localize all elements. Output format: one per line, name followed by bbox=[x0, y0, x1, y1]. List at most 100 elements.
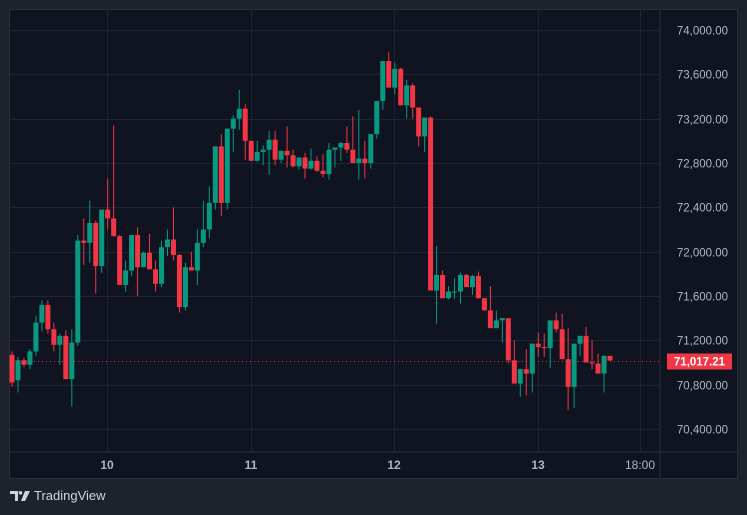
candle-body-up bbox=[434, 274, 440, 291]
candle-body-down bbox=[505, 318, 511, 361]
candle-body-up bbox=[469, 276, 475, 288]
candle-body-up bbox=[27, 351, 33, 365]
candle-body-down bbox=[475, 276, 481, 299]
last-price-badge bbox=[667, 353, 732, 370]
time-axis-label: 13 bbox=[531, 458, 545, 472]
candle-body-down bbox=[218, 146, 224, 203]
tradingview-logo[interactable]: TradingView bbox=[10, 488, 106, 503]
candle-body-down bbox=[117, 236, 123, 285]
candle-body-down bbox=[81, 240, 87, 243]
candle-body-up bbox=[380, 61, 386, 101]
candle-body-down bbox=[553, 320, 559, 330]
candle-body-up bbox=[308, 160, 314, 169]
candle-body-up bbox=[446, 291, 452, 299]
candle-body-up bbox=[266, 139, 272, 150]
candle-body-down bbox=[93, 222, 99, 267]
candle-body-up bbox=[326, 149, 332, 175]
candle-body-down bbox=[463, 274, 469, 288]
candle-body-down bbox=[350, 149, 356, 163]
candle-body-down bbox=[147, 252, 153, 270]
candle-body-down bbox=[284, 150, 290, 156]
candle-body-up bbox=[374, 100, 380, 135]
price-axis-label: 71,200.00 bbox=[677, 336, 728, 348]
price-axis-label: 71,600.00 bbox=[677, 292, 728, 304]
candle-body-down bbox=[9, 354, 15, 383]
price-axis-label: 73,600.00 bbox=[677, 70, 728, 82]
candle-body-down bbox=[105, 209, 111, 219]
candle-body-up bbox=[99, 209, 105, 267]
candle-body-up bbox=[224, 128, 230, 203]
candle-body-down bbox=[314, 160, 320, 171]
candle-body-down bbox=[583, 335, 589, 363]
candle-body-up bbox=[296, 157, 302, 167]
candle-body-up bbox=[123, 270, 129, 285]
candle-body-down bbox=[481, 298, 487, 311]
candle-body-up bbox=[141, 252, 147, 268]
candle-body-down bbox=[248, 140, 254, 161]
candle-body-up bbox=[236, 108, 242, 119]
candle-body-down bbox=[63, 335, 69, 380]
candle-body-up bbox=[422, 117, 428, 137]
candle-body-up bbox=[15, 360, 21, 381]
candle-body-down bbox=[302, 157, 308, 169]
candle-body-down bbox=[487, 310, 493, 329]
candle-body-up bbox=[577, 335, 583, 344]
time-axis-label: 12 bbox=[387, 458, 401, 472]
candle-body-up bbox=[260, 149, 266, 152]
candle-body-up bbox=[452, 291, 458, 293]
price-axis-label: 74,000.00 bbox=[677, 26, 728, 38]
price-axis-label: 72,400.00 bbox=[677, 203, 728, 215]
candle-body-down bbox=[176, 254, 182, 308]
candle-body-down bbox=[45, 304, 51, 330]
candle-body-up bbox=[87, 222, 93, 243]
candle-body-down bbox=[111, 218, 117, 237]
candle-body-up bbox=[75, 240, 81, 343]
candle-body-up bbox=[33, 322, 39, 352]
candle-body-up bbox=[368, 134, 374, 163]
candle-body-down bbox=[559, 329, 565, 360]
candle-body-up bbox=[571, 343, 577, 387]
candle-body-down bbox=[242, 108, 248, 141]
price-axis-label: 70,800.00 bbox=[677, 381, 728, 393]
price-axis-label: 72,000.00 bbox=[677, 248, 728, 260]
candle-body-up bbox=[69, 342, 75, 380]
candle-body-down bbox=[170, 239, 176, 255]
candle-body-up bbox=[458, 274, 463, 292]
candle-body-down bbox=[272, 139, 278, 160]
price-axis-label: 70,400.00 bbox=[677, 425, 728, 437]
price-axis-label: 73,200.00 bbox=[677, 115, 728, 127]
candle-body-down bbox=[135, 235, 141, 268]
candle-body-down bbox=[290, 155, 296, 167]
candle-body-up bbox=[129, 235, 135, 271]
candle-body-up bbox=[499, 318, 505, 321]
candle-body-up bbox=[392, 68, 398, 88]
candle-body-down bbox=[595, 363, 601, 374]
candle-body-up bbox=[39, 304, 45, 323]
candle-body-up bbox=[164, 239, 170, 248]
tradingview-logo-icon bbox=[10, 490, 30, 501]
candle-body-down bbox=[51, 329, 57, 345]
price-axis-label: 72,800.00 bbox=[677, 159, 728, 171]
candle-body-up bbox=[493, 320, 499, 329]
candle-body-down bbox=[535, 343, 541, 347]
candle-body-down bbox=[344, 143, 350, 150]
candles bbox=[9, 52, 613, 411]
candle-body-down bbox=[21, 360, 27, 365]
candle-body-up bbox=[278, 150, 284, 160]
candle-body-down bbox=[188, 267, 194, 271]
candle-body-up bbox=[212, 146, 218, 203]
candle-body-up bbox=[200, 229, 206, 243]
candle-body-up bbox=[194, 242, 200, 271]
candle-body-up bbox=[332, 147, 338, 150]
tradingview-brand-text: TradingView bbox=[34, 488, 106, 503]
candle-body-down bbox=[398, 68, 404, 106]
candle-body-up bbox=[254, 151, 260, 161]
candle-body-down bbox=[386, 61, 392, 88]
candle-body-down bbox=[362, 158, 368, 163]
candle-body-down bbox=[320, 170, 326, 175]
time-axis-label: 10 bbox=[100, 458, 114, 472]
candle-body-down bbox=[565, 359, 571, 387]
candle-body-up bbox=[159, 247, 164, 284]
candle-body-down bbox=[511, 360, 517, 384]
